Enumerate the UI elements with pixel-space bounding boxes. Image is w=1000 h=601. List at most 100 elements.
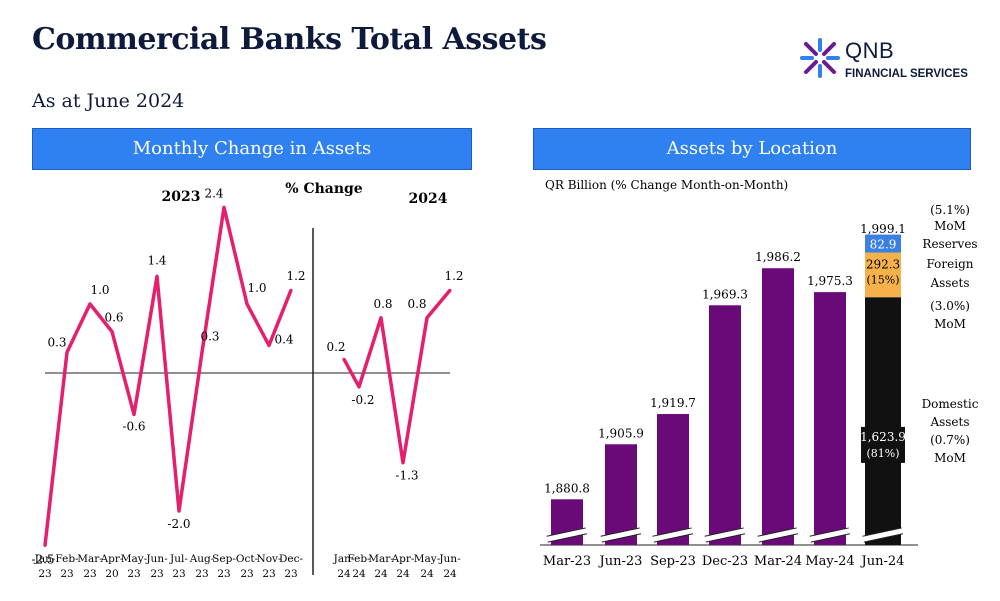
- line-data-label: 0.2: [326, 340, 345, 354]
- bar-category-label: May-24: [805, 554, 854, 569]
- line-data-label: -0.6: [122, 419, 145, 433]
- annot-foreign: Foreign: [927, 257, 974, 271]
- x-tick-label: Jan-: [333, 553, 355, 565]
- axis-break-line: [757, 527, 797, 537]
- line-point: [88, 302, 92, 306]
- line-data-label: 0.8: [407, 297, 426, 311]
- axis-break-line: [652, 527, 692, 537]
- line-data-label: -2.5: [31, 553, 54, 567]
- bar-Mar-24: [762, 268, 794, 545]
- x-tick-label: 24: [420, 568, 434, 580]
- monthly-change-chart: 2023% Change2024-2.5Jan-230.3Feb-231.0Ma…: [31, 181, 463, 580]
- x-tick-label: Jun-: [145, 553, 168, 565]
- line-data-label: 0.4: [274, 332, 293, 346]
- axis-break-mark: [546, 527, 587, 543]
- x-tick-label: 23: [195, 568, 208, 580]
- x-tick-label: Mar-: [368, 553, 394, 565]
- line-data-label: 2.4: [204, 186, 223, 200]
- unit-label: QR Billion (% Change Month-on-Month): [545, 178, 788, 192]
- bar-category-label: Jun-23: [598, 554, 643, 569]
- x-tick-label: 23: [262, 568, 275, 580]
- line-point: [425, 316, 429, 320]
- axis-break-line: [809, 527, 849, 537]
- annot-foreign: Assets: [929, 276, 969, 290]
- x-tick-label: Nov-: [257, 553, 282, 565]
- line-series-2024: [342, 289, 452, 465]
- logo-sub: FINANCIAL SERVICES: [845, 68, 968, 80]
- x-tick-label: Apr-: [100, 553, 124, 565]
- x-tick-label: May-: [121, 553, 148, 565]
- axis-break-mark: [600, 527, 641, 543]
- x-tick-label: Dec-: [279, 553, 304, 565]
- axis-break-line: [600, 527, 640, 537]
- axis-break-line: [863, 533, 904, 543]
- pct-change-label: % Change: [285, 181, 363, 197]
- axis-break-mark: [757, 527, 798, 543]
- x-tick-label: Jul-: [169, 553, 188, 565]
- page-subtitle: As at June 2024: [32, 90, 185, 112]
- axis-break-line: [810, 533, 851, 543]
- year-2024-label: 2024: [409, 191, 448, 207]
- domestic-value-label: 1,623.9: [860, 430, 906, 444]
- line-point: [342, 357, 346, 361]
- assets-location-header: Assets by Location: [533, 128, 971, 170]
- bar-Dec-23: [709, 305, 741, 545]
- axis-break-line: [546, 527, 586, 537]
- line-point: [448, 288, 452, 292]
- line-data-label: -2.0: [167, 517, 190, 531]
- bar-Sep-23: [657, 414, 689, 545]
- line-point: [177, 509, 181, 513]
- line-point: [155, 274, 159, 278]
- qnb-logo: QNB FINANCIAL SERVICES: [800, 38, 980, 88]
- line-point: [132, 412, 136, 416]
- x-tick-label: 23: [83, 568, 96, 580]
- x-tick-label: 23: [38, 568, 51, 580]
- annot-mom2: MoM: [934, 219, 966, 233]
- axis-break-line: [704, 527, 744, 537]
- x-tick-label: 24: [396, 568, 410, 580]
- annot-foreign: (3.0%): [930, 299, 970, 313]
- annot-foreign: MoM: [934, 317, 966, 331]
- stack-segment: [865, 297, 901, 545]
- x-tick-label: 23: [60, 568, 73, 580]
- bar-category-label: Dec-23: [702, 554, 748, 569]
- x-tick-label: Aug-: [189, 553, 215, 565]
- line-data-label: 0.3: [47, 335, 66, 349]
- logo-name: QNB: [845, 38, 895, 63]
- bar-value-label: 1,880.8: [544, 481, 590, 495]
- foreign-share-label: (15%): [866, 274, 899, 287]
- reserves-value-label: 82.9: [870, 238, 897, 252]
- year-2023-label: 2023: [162, 189, 201, 205]
- line-point: [200, 350, 204, 354]
- x-tick-label: Feb-: [55, 553, 79, 565]
- line-data-label: 0.8: [373, 297, 392, 311]
- axis-break-line: [547, 533, 588, 543]
- annot-mom: (5.1%): [930, 203, 970, 217]
- x-tick-label: Sep-: [212, 553, 236, 565]
- line-data-label: -0.2: [351, 393, 374, 407]
- line-point: [289, 288, 293, 292]
- bar-value-label: 1,905.9: [598, 426, 644, 440]
- bar-value-label: 1,975.3: [807, 274, 853, 288]
- axis-break-line: [601, 533, 642, 543]
- x-tick-label: Apr-: [391, 553, 415, 565]
- line-data-label: 0.3: [200, 329, 219, 343]
- line-data-label: 1.2: [286, 269, 305, 283]
- bar-value-label: 1,986.2: [755, 250, 801, 264]
- line-point: [245, 302, 249, 306]
- line-point: [401, 461, 405, 465]
- line-data-label: 1.4: [147, 253, 166, 267]
- monthly-change-header: Monthly Change in Assets: [32, 128, 472, 170]
- axis-break-mark: [652, 527, 693, 543]
- stack-segment: [865, 234, 901, 253]
- bar-value-label: 1,919.7: [650, 396, 696, 410]
- page-title: Commercial Banks Total Assets: [32, 22, 547, 57]
- bar-value-label: 1,999.1: [860, 222, 906, 236]
- x-tick-label: Jun-: [438, 553, 461, 565]
- axis-break-line: [705, 533, 746, 543]
- x-tick-label: May-: [414, 553, 441, 565]
- stack-segment: [865, 252, 901, 298]
- axis-break-mark: [809, 527, 850, 543]
- line-data-label: -1.3: [395, 469, 418, 483]
- assets-location-chart: QR Billion (% Change Month-on-Month) 1,88…: [540, 178, 979, 569]
